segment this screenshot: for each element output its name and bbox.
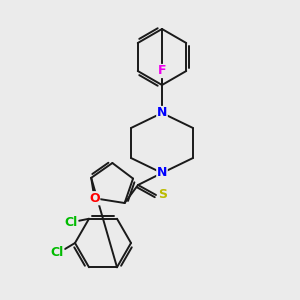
Text: O: O bbox=[89, 192, 100, 205]
Text: N: N bbox=[157, 106, 167, 119]
Text: S: S bbox=[158, 188, 167, 202]
Text: Cl: Cl bbox=[64, 216, 78, 229]
Text: N: N bbox=[157, 167, 167, 179]
Text: Cl: Cl bbox=[50, 247, 64, 260]
Text: F: F bbox=[158, 64, 166, 77]
